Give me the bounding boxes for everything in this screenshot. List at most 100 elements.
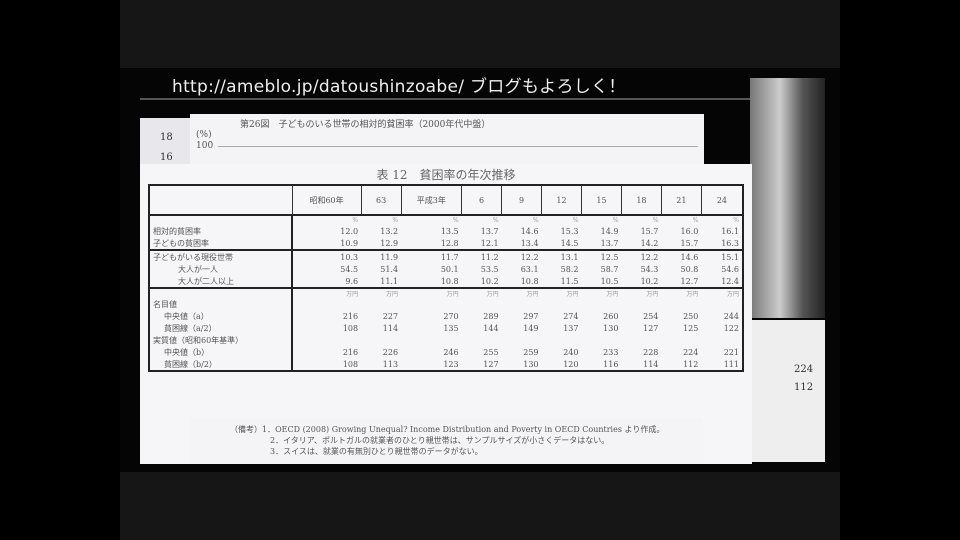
table-cell bbox=[361, 334, 401, 346]
page-number: 16 bbox=[160, 152, 173, 163]
table-cell bbox=[401, 298, 462, 310]
table-cell: 9.6 bbox=[345, 276, 359, 286]
table-cell: 125 bbox=[683, 323, 699, 333]
unit: 万円 bbox=[292, 287, 362, 298]
table-cell: 149 bbox=[523, 323, 539, 333]
table-cell: 227 bbox=[382, 311, 399, 321]
table-cell: 10.8 bbox=[520, 276, 539, 286]
column-header: 昭和60年 bbox=[292, 185, 362, 216]
table-cell: 58.7 bbox=[600, 264, 619, 274]
unit: 万円 bbox=[581, 287, 622, 298]
table-cell: 240 bbox=[563, 347, 579, 357]
column-header: 平成3年 bbox=[401, 185, 463, 216]
photo bbox=[750, 78, 825, 318]
table-cell: 10.5 bbox=[600, 276, 619, 286]
table-cell: 14.6 bbox=[520, 226, 539, 236]
table-cell bbox=[542, 334, 582, 346]
unit: % bbox=[692, 217, 699, 224]
unit: % bbox=[532, 217, 539, 224]
divider bbox=[140, 98, 750, 100]
table-cell: 12.0 bbox=[340, 226, 359, 236]
table-cell: 16.0 bbox=[680, 226, 699, 236]
table-cell: 123 bbox=[443, 359, 459, 369]
table-cell: 127 bbox=[483, 359, 499, 369]
table-cell: 14.9 bbox=[600, 226, 619, 236]
unit: % bbox=[733, 217, 739, 224]
table-cell: 13.1 bbox=[541, 249, 582, 263]
unit: % bbox=[392, 217, 399, 224]
table-cell: 112 bbox=[683, 359, 699, 369]
unit: % bbox=[612, 217, 619, 224]
table-cell bbox=[661, 298, 701, 310]
table-cell: 12.2 bbox=[621, 249, 662, 263]
table-cell: 15.1 bbox=[701, 249, 743, 263]
table-cell bbox=[701, 334, 743, 346]
right-page: 224 112 bbox=[750, 320, 825, 462]
note: （備考）1．OECD (2008) Growing Unequal? Incom… bbox=[230, 425, 665, 434]
table-cell: 120 bbox=[563, 359, 579, 369]
header-blank bbox=[149, 185, 293, 216]
table-cell: 54.6 bbox=[721, 264, 739, 274]
table-cell: 12.2 bbox=[501, 249, 542, 263]
table-cell: 255 bbox=[483, 347, 499, 357]
column-header: 9 bbox=[501, 185, 543, 216]
value: 224 bbox=[794, 364, 814, 375]
row-label: 大人が二人以上 bbox=[149, 275, 293, 288]
table-cell: 16.1 bbox=[721, 226, 739, 236]
row-label: 名目値 bbox=[149, 298, 293, 310]
table-cell: 12.1 bbox=[480, 238, 499, 248]
table-cell: 130 bbox=[603, 323, 619, 333]
unit: % bbox=[352, 217, 359, 224]
chart-title: 第26図 子どものいる世帯の相対的貧困率（2000年代中盤） bbox=[240, 120, 491, 130]
table-cell: 270 bbox=[443, 311, 459, 321]
column-header: 12 bbox=[541, 185, 582, 216]
row-label: 子どもがいる現役世帯 bbox=[149, 249, 293, 263]
table-cell: 289 bbox=[483, 311, 499, 321]
chart-card: 第26図 子どものいる世帯の相対的貧困率（2000年代中盤） (%) 100 bbox=[190, 114, 704, 164]
unit: % bbox=[652, 217, 659, 224]
table-cell: 244 bbox=[723, 311, 739, 321]
table-cell: 108 bbox=[342, 359, 359, 369]
table-cell: 53.5 bbox=[480, 264, 499, 274]
table-cell: 11.1 bbox=[380, 276, 399, 286]
table-cell bbox=[581, 334, 621, 346]
table-cell bbox=[401, 334, 462, 346]
table-cell bbox=[292, 334, 361, 346]
column-header: 15 bbox=[581, 185, 622, 216]
table-title: 表 12 貧困率の年次推移 bbox=[376, 168, 516, 182]
unit: 万円 bbox=[621, 287, 662, 298]
table-cell: 54.3 bbox=[640, 264, 659, 274]
table-cell: 10.2 bbox=[480, 276, 499, 286]
table-cell bbox=[462, 334, 502, 346]
table-cell: 51.4 bbox=[380, 264, 399, 274]
table-cell: 11.7 bbox=[401, 249, 462, 263]
table-cell: 15.7 bbox=[680, 238, 699, 248]
table-cell: 228 bbox=[643, 347, 659, 357]
table-cell: 12.5 bbox=[581, 249, 622, 263]
unit: 万円 bbox=[361, 287, 402, 298]
unit: 万円 bbox=[501, 287, 542, 298]
table-cell: 246 bbox=[443, 347, 459, 357]
column-header: 63 bbox=[361, 185, 402, 216]
table-cell: 259 bbox=[523, 347, 539, 357]
bottom-letterbox bbox=[120, 472, 840, 540]
unit: % bbox=[572, 217, 579, 224]
page-number: 18 bbox=[160, 132, 173, 143]
table-cell: 11.5 bbox=[560, 276, 579, 286]
table-cell bbox=[542, 298, 582, 310]
column-header: 24 bbox=[701, 185, 744, 216]
table-cell: 14.5 bbox=[560, 238, 579, 248]
row-label: 大人が一人 bbox=[149, 263, 293, 275]
table-cell: 13.5 bbox=[440, 226, 459, 236]
table-cell bbox=[621, 334, 661, 346]
table-cell: 12.8 bbox=[440, 238, 459, 248]
row-label: 中央値（a） bbox=[149, 310, 293, 322]
table-cell bbox=[661, 334, 701, 346]
table-cell: 122 bbox=[723, 323, 739, 333]
table-cell: 144 bbox=[483, 323, 499, 333]
unit: 万円 bbox=[701, 287, 743, 298]
table-cell: 260 bbox=[603, 311, 619, 321]
unit: 万円 bbox=[461, 287, 502, 298]
poverty-table: 昭和60年 63 平成3年 6 9 12 15 18 21 24%%%%%%%%%% 相対的貧困率 1… bbox=[148, 184, 744, 372]
table-cell: 114 bbox=[643, 359, 659, 369]
